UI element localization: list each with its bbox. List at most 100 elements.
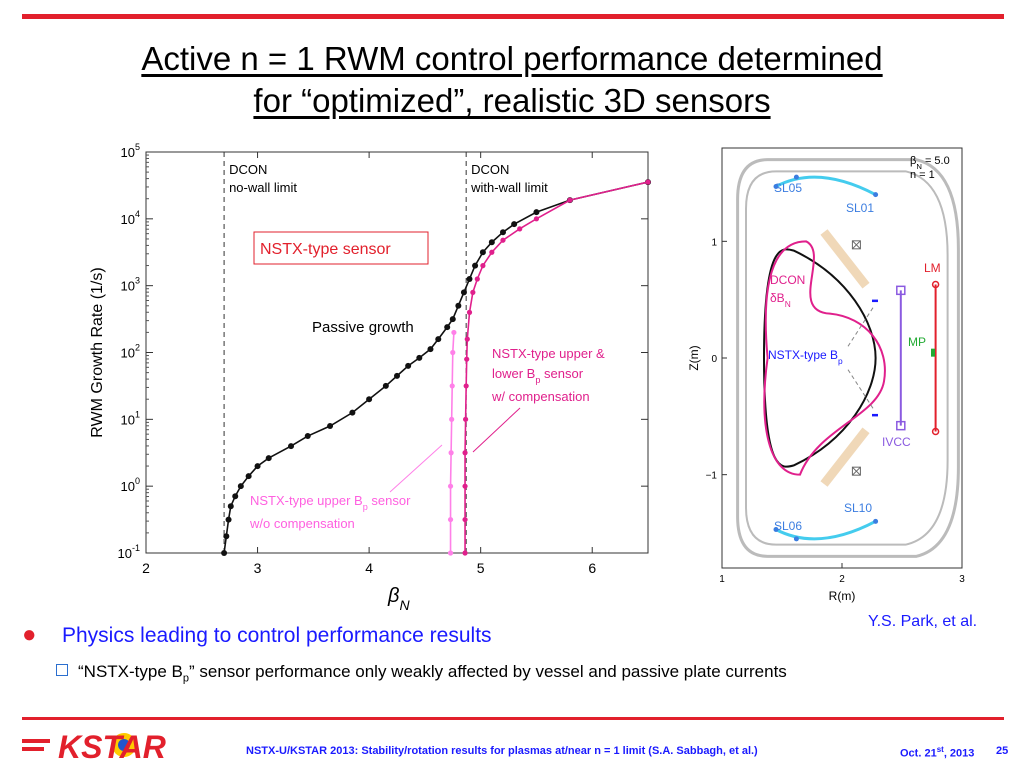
x-tick-label: 4	[365, 560, 373, 576]
label-ivcc: IVCC	[882, 435, 911, 449]
square-bullet-icon	[56, 664, 68, 676]
rz-y-tick-label: −1	[706, 471, 718, 482]
data-point	[221, 550, 228, 556]
y-tick-label: 10-1	[118, 543, 140, 561]
coil-cross-box	[851, 240, 861, 250]
data-point	[463, 416, 469, 422]
lm-sensor-bottom	[931, 427, 940, 436]
data-point	[449, 416, 455, 422]
lm-sensor-top	[931, 280, 940, 289]
bullet-text: Physics leading to control performance r…	[62, 624, 492, 647]
data-point	[223, 533, 230, 540]
rz-y-axis-label: Z(m)	[687, 345, 701, 370]
vessel-outer	[736, 158, 960, 558]
upper-only-label-2: w/o compensation	[249, 516, 355, 531]
data-point	[349, 409, 356, 416]
series-line	[449, 332, 455, 553]
y-tick-label: 100	[121, 476, 140, 494]
data-point	[288, 443, 295, 450]
data-point	[517, 226, 523, 232]
data-point	[462, 483, 468, 489]
upper-lower-label-1: NSTX-type upper &	[492, 346, 605, 361]
label-sl01: SL01	[846, 201, 874, 215]
data-point	[462, 550, 468, 556]
sub-bullet-subscript: p	[182, 672, 189, 685]
upper-lower-label-3: w/ compensation	[491, 389, 590, 404]
rz-x-axis-label: R(m)	[829, 589, 856, 603]
data-point	[254, 463, 261, 470]
y-tick-label: 101	[121, 409, 140, 427]
data-point	[480, 263, 486, 269]
rz-geometry-chart: 1 2 3 1 0 −1 R(m) Z(m) βN = 5.0n = 1 SL05 SL01 SL06…	[687, 147, 965, 603]
arrow-compensation	[472, 407, 521, 453]
data-point	[466, 275, 473, 282]
coil-cross-box	[851, 466, 861, 476]
bp-pointer-upper	[847, 305, 875, 347]
data-point	[447, 516, 454, 523]
data-point	[265, 455, 272, 462]
y-tick-label: 102	[121, 343, 140, 361]
sensor-point	[793, 536, 799, 542]
y-tick-label: 105	[121, 142, 140, 160]
y-tick-label: 104	[121, 209, 140, 227]
data-point	[489, 249, 495, 255]
x-tick-label: 5	[477, 560, 485, 576]
data-point	[245, 473, 252, 480]
rz-y-tick-label: 0	[711, 354, 717, 365]
label-sl06: SL06	[774, 519, 802, 533]
data-point	[533, 209, 540, 216]
label-sl05: SL05	[774, 181, 802, 195]
limit-label-1: DCON	[471, 162, 509, 177]
data-point	[449, 383, 455, 389]
data-point	[488, 239, 495, 246]
ivcc-coil-bottom	[896, 420, 906, 431]
mp-sensor	[931, 348, 935, 357]
label-nstx-bp: NSTX-type Bp	[768, 348, 843, 366]
data-point	[470, 289, 476, 295]
sensor-point	[793, 174, 799, 180]
data-point	[460, 289, 467, 296]
data-point	[227, 503, 234, 510]
limit-label-1: DCON	[229, 162, 267, 177]
series-line	[464, 181, 649, 553]
data-point	[232, 493, 239, 500]
footer-text: NSTX-U/KSTAR 2013: Stability/rotation re…	[246, 745, 758, 757]
footer-date-pre: Oct. 21	[900, 747, 937, 760]
sensor-point	[773, 527, 779, 532]
ivcc-coil-top	[896, 285, 906, 296]
data-point	[451, 329, 457, 336]
data-point	[447, 483, 454, 489]
data-point	[511, 221, 518, 228]
footer-date: Oct. 21st, 2013	[900, 745, 974, 760]
sub-bullet-post: ” sensor performance only weakly affecte…	[188, 662, 787, 681]
credit-text: Y.S. Park, et al.	[868, 613, 978, 630]
data-point	[464, 356, 470, 362]
coil-cross-line	[852, 240, 861, 250]
bullet-dot-icon: ●	[22, 621, 37, 648]
data-point	[225, 516, 232, 523]
data-point	[463, 383, 469, 389]
x-tick-label: 6	[588, 560, 596, 576]
rz-legend-beta: βN = 5.0	[910, 155, 950, 171]
data-point	[450, 349, 456, 356]
data-point	[427, 346, 434, 353]
data-point	[474, 276, 480, 282]
data-point	[472, 262, 479, 269]
label-mp: MP	[908, 335, 926, 349]
label-dcon: DCON	[770, 273, 805, 287]
limit-label-2: with-wall limit	[470, 180, 548, 195]
coil-cross-line	[852, 466, 861, 476]
footer-date-post: , 2013	[943, 747, 975, 760]
data-point	[327, 423, 334, 430]
lower-sensor-array	[775, 520, 877, 541]
data-point	[448, 450, 454, 456]
title-line-1: Active n = 1 RWM control performance det…	[141, 40, 883, 77]
data-point	[464, 336, 470, 342]
footer-date-sup: st	[936, 745, 944, 754]
title-line-2: for “optimized”, realistic 3D sensors	[253, 82, 771, 119]
data-point	[416, 354, 423, 361]
rz-y-tick-label: 1	[711, 237, 717, 248]
data-point	[462, 516, 468, 523]
sensor-point	[773, 184, 779, 189]
data-point	[479, 249, 486, 256]
